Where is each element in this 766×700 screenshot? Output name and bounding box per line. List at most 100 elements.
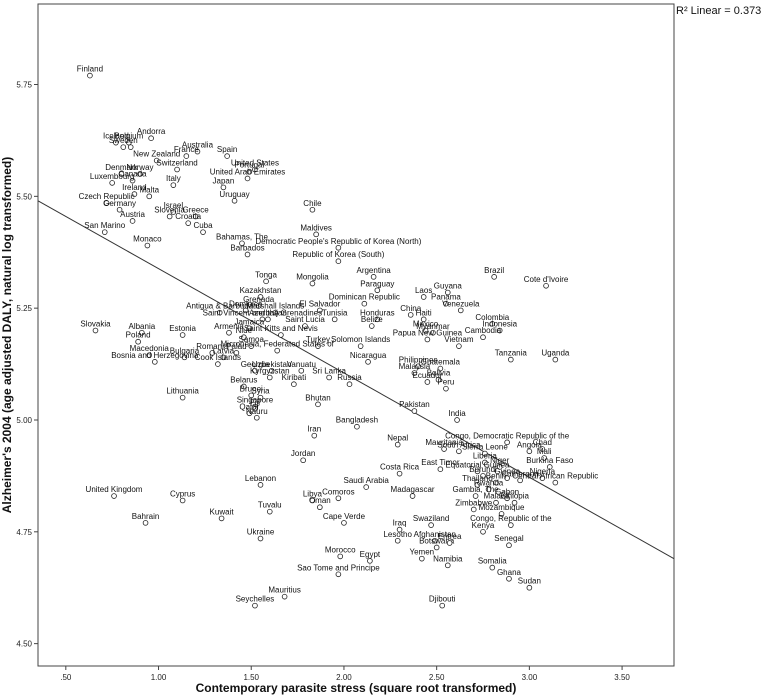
data-point (252, 166, 258, 173)
data-point (396, 470, 403, 477)
data-point (409, 493, 416, 499)
data-point (517, 477, 523, 484)
data-point (493, 479, 499, 486)
data-point (457, 307, 464, 314)
data-point (278, 332, 284, 338)
data-point (265, 316, 271, 323)
data-point (257, 482, 264, 488)
data-point (170, 182, 177, 188)
data-point (335, 258, 342, 264)
point-label: Sudan (518, 577, 541, 586)
point-label: Spain (217, 145, 237, 154)
data-point (239, 240, 245, 247)
data-point (220, 354, 227, 361)
point-label: Belarus (230, 375, 257, 384)
point-label: Saint Lucia (285, 315, 325, 324)
point-label: Australia (182, 141, 214, 150)
point-label: Angola (517, 440, 542, 449)
point-label: Sao Tome and Principe (297, 563, 380, 572)
y-tick-label: 5.25 (16, 304, 32, 313)
data-point (268, 367, 275, 374)
data-point (257, 535, 264, 542)
x-tick-label: 2.00 (336, 673, 352, 682)
data-point (244, 251, 251, 258)
data-point (346, 381, 353, 388)
point-label: Congo, Republic of the (470, 514, 552, 523)
data-point (411, 408, 418, 414)
point-label: Argentina (356, 266, 391, 275)
point-label: Somalia (478, 557, 507, 566)
data-point (482, 450, 488, 457)
point-label: Rwanda (474, 478, 504, 487)
x-tick-label: 3.00 (522, 673, 538, 682)
data-point (526, 448, 533, 455)
point-label: Lesotho (383, 530, 412, 539)
point-label: Andorra (137, 127, 166, 136)
data-point (504, 495, 510, 502)
point-label: Cambodia (465, 326, 502, 335)
data-point (231, 198, 238, 204)
point-label: Venezuela (442, 299, 480, 308)
point-label: Latvia (213, 346, 235, 355)
point-label: Republic of Korea (South) (292, 250, 384, 259)
data-point (493, 499, 499, 506)
data-point (541, 455, 548, 461)
data-point (424, 379, 431, 385)
data-point (508, 522, 514, 528)
data-point (127, 144, 134, 150)
data-point (116, 206, 123, 213)
point-label: Lithuania (166, 387, 199, 396)
data-point (215, 361, 221, 367)
point-label: Vanuatu (287, 360, 316, 369)
point-label: Sri Lanka (312, 366, 346, 375)
data-point (259, 316, 266, 323)
point-label: Congo, Democratic Republic of the (445, 431, 570, 440)
point-label: Portugal (234, 161, 264, 170)
point-label: Laos (415, 286, 432, 295)
point-label: Thailand (462, 474, 493, 483)
data-point (456, 343, 462, 349)
data-point (491, 274, 497, 280)
data-point (370, 274, 377, 280)
point-label: Mongolia (296, 273, 329, 282)
x-tick-label: 1.00 (151, 673, 167, 682)
point-label: Croatia (175, 212, 201, 221)
data-point (472, 493, 479, 499)
data-point (233, 350, 240, 356)
point-label: San Marino (84, 221, 125, 230)
data-point (441, 446, 447, 452)
y-tick-label: 5.50 (16, 192, 32, 201)
x-tick-label: 3.50 (614, 673, 630, 682)
point-label: Luxembourg (90, 172, 134, 181)
data-point (166, 213, 173, 220)
point-label: Philippines (399, 355, 438, 364)
point-label: Albania (128, 322, 155, 331)
point-label: Bahamas, The (216, 232, 268, 241)
point-label: Guatemala (421, 358, 461, 367)
point-label: Tanzania (495, 349, 528, 358)
point-label: Tuvalu (258, 501, 282, 510)
point-label: Malta (139, 185, 159, 194)
point-label: Canada (119, 170, 148, 179)
point-label: Ghana (497, 568, 522, 577)
data-point (444, 562, 451, 569)
point-label: Uganda (541, 349, 570, 358)
point-label: Germany (103, 199, 136, 208)
data-point (263, 278, 269, 285)
point-label: Honduras (360, 308, 395, 317)
data-point (480, 473, 486, 479)
x-axis-title: Contemporary parasite stress (square roo… (196, 681, 517, 695)
point-label: Russia (337, 373, 362, 382)
point-label: Afghanistan (414, 530, 456, 539)
data-point (317, 504, 323, 511)
point-label: Nepal (387, 434, 408, 443)
point-label: Switzerland (156, 159, 197, 168)
point-label: Egypt (360, 550, 381, 559)
data-point (504, 475, 510, 481)
data-point (185, 220, 191, 226)
data-point (357, 343, 364, 349)
point-label: Uruguay (219, 190, 249, 199)
point-label: Djibouti (429, 595, 456, 604)
point-label: Guyana (434, 282, 463, 291)
data-point (420, 294, 427, 300)
